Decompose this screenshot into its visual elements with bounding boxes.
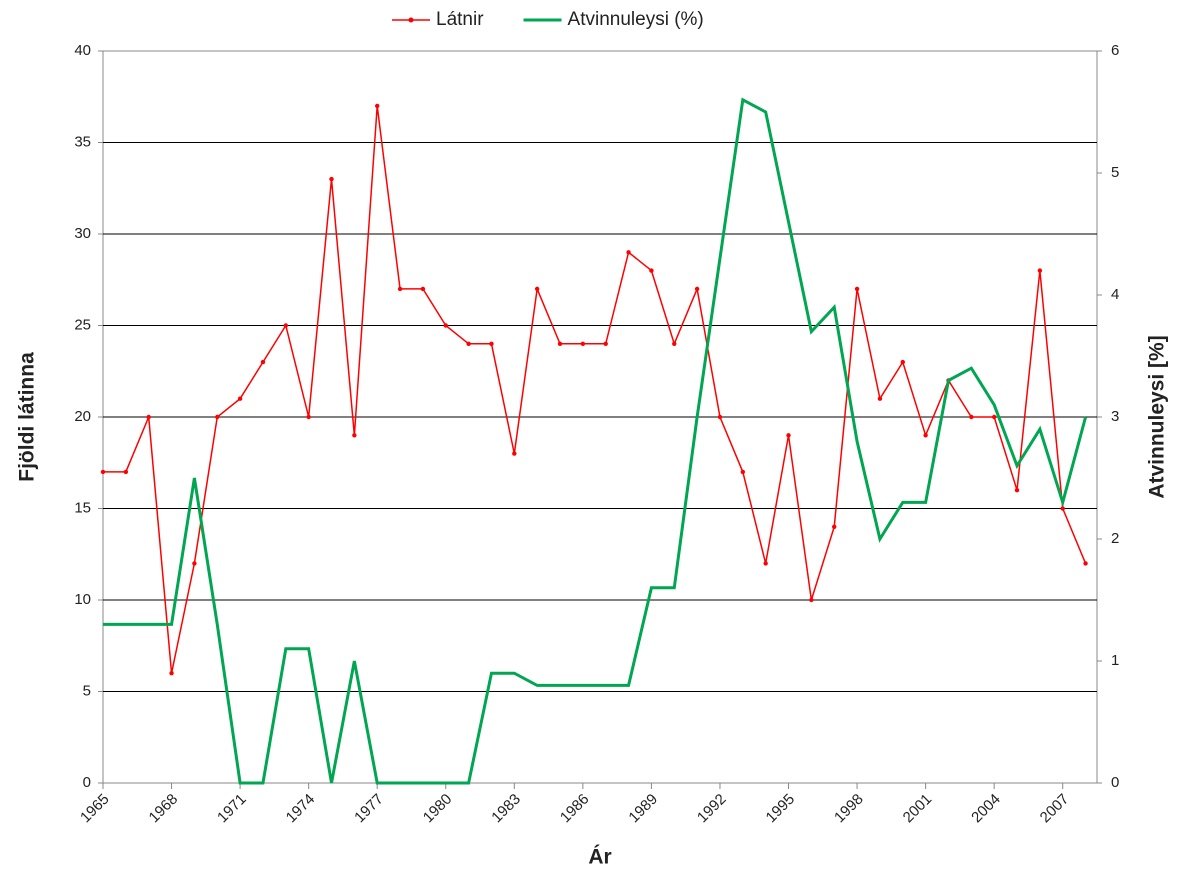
point	[1060, 506, 1065, 511]
point	[740, 469, 746, 475]
point	[260, 359, 266, 365]
point	[763, 561, 768, 566]
x-tick-label: 1998	[831, 791, 867, 827]
point	[215, 414, 220, 420]
point	[489, 341, 494, 346]
point	[534, 286, 540, 292]
point	[786, 433, 791, 438]
y2-tick-label: 4	[1111, 286, 1119, 303]
point	[169, 671, 174, 676]
y2-tick-label: 1	[1111, 652, 1119, 669]
point	[557, 341, 563, 346]
y-tick-label: 0	[83, 774, 91, 791]
point	[443, 323, 448, 328]
point	[100, 469, 106, 475]
point	[923, 433, 928, 438]
x-tick-label: 1986	[557, 791, 593, 827]
y2-tick-label: 3	[1111, 408, 1119, 425]
point	[809, 597, 814, 603]
point	[649, 268, 654, 273]
y2-axis-title: Atvinnuleysi [%]	[1146, 335, 1169, 498]
x-tick-label: 1968	[146, 791, 182, 827]
x-tick-label: 1995	[763, 791, 799, 827]
point	[306, 414, 311, 420]
point	[694, 286, 700, 292]
point	[603, 341, 608, 346]
y2-tick-label: 2	[1111, 530, 1119, 547]
y-tick-label: 15	[74, 499, 91, 516]
point	[397, 286, 403, 292]
x-tick-label: 2007	[1037, 791, 1073, 827]
y-tick-label: 30	[74, 225, 91, 242]
point	[672, 341, 677, 346]
point	[192, 561, 197, 566]
x-tick-label: 1989	[625, 791, 661, 827]
point	[877, 396, 883, 401]
point	[854, 286, 860, 292]
point	[580, 341, 586, 346]
point	[900, 359, 905, 365]
point	[626, 250, 631, 255]
x-tick-label: 1974	[283, 791, 319, 827]
y-tick-label: 20	[74, 408, 91, 425]
point	[466, 341, 471, 346]
y2-tick-label: 6	[1111, 42, 1119, 59]
point	[1014, 488, 1020, 493]
legend-label: Atvinnuleysi (%)	[568, 9, 704, 30]
x-tick-label: 1980	[420, 791, 456, 827]
x-tick-label: 2001	[900, 791, 936, 827]
y-tick-label: 10	[74, 591, 91, 608]
x-tick-label: 1965	[77, 791, 113, 827]
legend-marker	[408, 17, 414, 23]
series-line	[103, 97, 1088, 785]
point	[1037, 268, 1043, 273]
y-tick-label: 40	[74, 42, 91, 59]
legend-label: Látnir	[436, 9, 484, 30]
x-axis-title: Ár	[588, 846, 611, 869]
point	[717, 414, 723, 420]
point	[352, 433, 357, 438]
y-tick-label: 25	[74, 316, 91, 333]
y-axis-title: Fjöldi látinna	[16, 352, 39, 482]
x-tick-label: 2004	[968, 791, 1004, 827]
x-tick-label: 1977	[351, 791, 387, 827]
y-tick-label: 5	[83, 682, 91, 699]
point	[991, 414, 997, 420]
point	[123, 469, 129, 475]
point	[283, 323, 289, 328]
y2-tick-label: 0	[1111, 774, 1119, 791]
y-tick-label: 35	[74, 133, 91, 150]
y2-tick-label: 5	[1111, 164, 1119, 181]
point	[146, 414, 151, 420]
series-line	[103, 105, 1087, 674]
x-tick-label: 1971	[214, 791, 250, 827]
point	[512, 451, 517, 456]
x-tick-label: 1992	[694, 791, 730, 827]
point	[969, 414, 974, 420]
point	[1083, 561, 1088, 566]
point	[375, 103, 380, 109]
x-tick-label: 1983	[488, 791, 524, 827]
point	[237, 396, 243, 401]
point	[329, 176, 334, 182]
point	[832, 524, 837, 529]
point	[420, 286, 426, 292]
